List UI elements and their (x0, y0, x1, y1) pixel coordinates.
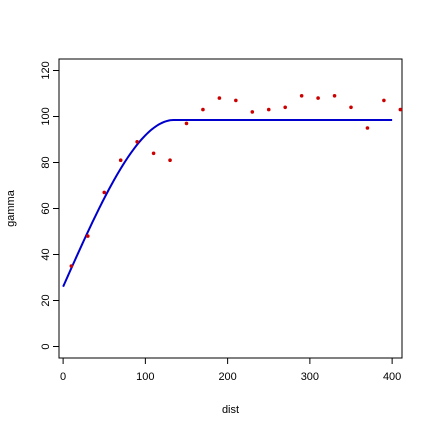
x-tick-label: 300 (301, 371, 319, 383)
y-tick-label: 20 (40, 294, 52, 306)
data-point (102, 190, 107, 195)
y-tick-label: 100 (40, 107, 52, 125)
x-tick-label: 0 (60, 371, 66, 383)
data-point (184, 121, 189, 126)
data-point (151, 151, 156, 156)
data-point (69, 264, 74, 268)
x-tick-label: 200 (218, 371, 236, 383)
y-tick-label: 80 (40, 156, 52, 168)
x-axis-title: dist (222, 404, 239, 416)
model-line (62, 118, 393, 288)
data-point (250, 110, 255, 114)
y-tick-label: 0 (40, 343, 52, 349)
data-point (118, 158, 123, 162)
data-point (365, 126, 370, 130)
x-tick-label: 100 (136, 371, 154, 383)
y-tick-label: 120 (40, 61, 52, 79)
data-point (168, 158, 172, 162)
data-point (316, 96, 320, 100)
x-axis: 0 100 200 300 400 (60, 358, 401, 383)
x-tick-label: 400 (383, 371, 401, 383)
data-point (135, 140, 139, 144)
y-axis-title: gamma (5, 189, 17, 227)
data-point (201, 107, 205, 112)
data-point (382, 98, 386, 103)
data-point (283, 105, 287, 110)
data-point (349, 105, 353, 110)
data-point (217, 96, 222, 100)
data-points (69, 94, 403, 268)
y-tick-label: 60 (40, 202, 52, 214)
data-point (85, 234, 90, 238)
plot-frame (58, 58, 403, 359)
model-curve (62, 118, 393, 288)
data-point (266, 107, 271, 112)
data-point (398, 107, 403, 112)
y-axis: 0 20 40 60 80 100 120 (40, 61, 59, 350)
data-point (332, 94, 337, 98)
data-point (299, 94, 304, 98)
data-point (234, 98, 238, 103)
y-tick-label: 40 (40, 248, 52, 260)
